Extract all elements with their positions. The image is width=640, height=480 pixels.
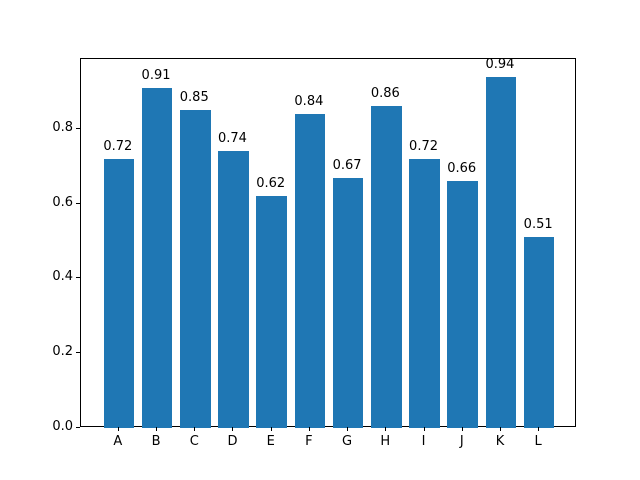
- x-tick-mark: [308, 427, 310, 431]
- x-tick-mark: [194, 427, 196, 431]
- bar-value-label: 0.51: [523, 217, 553, 233]
- x-tick-label-K: K: [495, 434, 505, 449]
- x-tick-label-L: L: [534, 434, 542, 449]
- bar-G: [332, 177, 364, 428]
- x-tick-label-B: B: [151, 434, 161, 449]
- x-tick-mark: [423, 427, 425, 431]
- bar-I: [409, 158, 440, 428]
- x-tick-label-F: F: [305, 434, 313, 449]
- bar-A: [103, 158, 135, 428]
- x-tick-mark: [347, 427, 349, 431]
- bar-J: [447, 181, 479, 428]
- bar-C: [179, 110, 211, 428]
- bar-value-label: 0.62: [256, 176, 286, 192]
- bar-H: [371, 106, 402, 428]
- y-tick-label-0.8: 0.8: [52, 119, 73, 135]
- x-tick-mark: [385, 427, 387, 431]
- bar-F: [294, 113, 326, 428]
- y-tick-label-0.2: 0.2: [52, 344, 73, 360]
- x-tick-label-A: A: [113, 434, 123, 449]
- bar-value-label: 0.74: [217, 131, 247, 147]
- x-tick-label-I: I: [421, 434, 426, 449]
- bar-value-label: 0.91: [141, 67, 171, 83]
- x-tick-label-E: E: [266, 434, 275, 449]
- bar-value-label: 0.94: [485, 56, 515, 72]
- y-tick-mark: [76, 127, 80, 129]
- bar-value-label: 0.85: [179, 90, 209, 106]
- bar-value-label: 0.84: [294, 93, 324, 109]
- bar-K: [485, 76, 517, 428]
- x-tick-mark: [538, 427, 540, 431]
- y-tick-mark: [76, 352, 80, 354]
- x-tick-label-D: D: [227, 434, 238, 449]
- bar-value-label: 0.86: [370, 86, 400, 102]
- bar-B: [141, 87, 173, 428]
- x-tick-mark: [232, 427, 234, 431]
- y-tick-mark: [76, 427, 80, 428]
- bar-D: [218, 151, 249, 428]
- y-tick-label-0.0: 0.0: [52, 419, 73, 434]
- bar-value-label: 0.67: [332, 157, 362, 173]
- bar-L: [523, 237, 555, 428]
- bar-E: [256, 196, 287, 428]
- x-tick-label-C: C: [189, 434, 199, 449]
- bar-value-label: 0.72: [409, 138, 439, 154]
- y-tick-label-0.4: 0.4: [52, 269, 73, 285]
- y-tick-mark: [76, 202, 80, 204]
- x-tick-mark: [156, 427, 158, 431]
- x-tick-mark: [499, 427, 501, 431]
- x-tick-label-H: H: [380, 434, 391, 449]
- x-tick-mark: [461, 427, 463, 431]
- bar-value-label: 0.66: [447, 161, 477, 177]
- x-tick-label-J: J: [459, 434, 464, 449]
- x-tick-mark: [117, 427, 119, 431]
- plot-area: [80, 58, 576, 428]
- bar-value-label: 0.72: [103, 138, 133, 154]
- y-tick-mark: [76, 277, 80, 279]
- x-tick-label-G: G: [342, 434, 353, 449]
- y-tick-label-0.6: 0.6: [52, 194, 73, 210]
- x-tick-mark: [270, 427, 272, 431]
